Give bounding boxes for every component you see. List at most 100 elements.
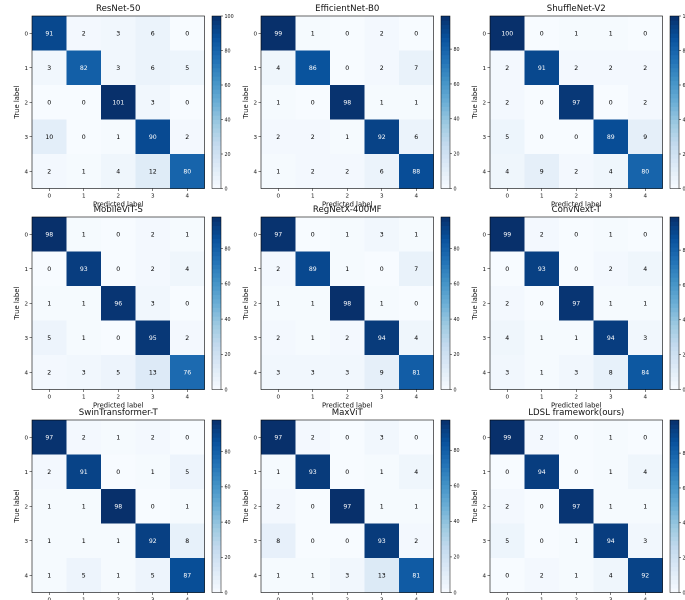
cell-value-label: 3 bbox=[276, 370, 280, 377]
cell-value-label: 93 bbox=[378, 538, 386, 545]
matrix-cell bbox=[261, 489, 296, 524]
cell-value-label: 92 bbox=[378, 134, 386, 141]
cell-value-label: 1 bbox=[185, 504, 189, 511]
colorbar-segment bbox=[441, 247, 450, 252]
x-tick-label: 2 bbox=[116, 395, 120, 401]
cell-value-label: 2 bbox=[47, 370, 51, 377]
matrix-cell bbox=[261, 454, 296, 490]
colorbar-segment bbox=[212, 471, 221, 477]
cell-value-label: 0 bbox=[643, 232, 647, 239]
cell-value-label: 0 bbox=[505, 266, 509, 273]
matrix-cell bbox=[628, 489, 663, 524]
x-tick-label: 1 bbox=[540, 395, 544, 401]
matrix-cell bbox=[330, 489, 365, 524]
matrix-cell bbox=[330, 154, 365, 189]
cell-value-label: 1 bbox=[116, 538, 120, 545]
colorbar-segment bbox=[212, 110, 221, 116]
cell-value-label: 2 bbox=[47, 469, 51, 476]
x-axis-label: Predicted label bbox=[551, 201, 602, 209]
x-tick-label: 4 bbox=[185, 194, 189, 200]
matrix-cell bbox=[101, 489, 136, 524]
colorbar-segment bbox=[212, 221, 221, 227]
matrix-cell bbox=[628, 523, 663, 559]
matrix-cell bbox=[559, 286, 594, 321]
colorbar-segment bbox=[441, 171, 450, 176]
matrix-cell bbox=[490, 523, 525, 559]
colorbar-segment bbox=[441, 536, 450, 542]
colorbar-segment bbox=[670, 311, 679, 317]
colorbar-segment bbox=[670, 566, 679, 572]
matrix-cell bbox=[101, 454, 136, 490]
colorbar-tick-label: 60 bbox=[683, 283, 685, 289]
cell-value-label: 3 bbox=[505, 370, 509, 377]
colorbar-segment bbox=[212, 467, 221, 473]
colorbar-segment bbox=[670, 549, 679, 555]
colorbar-segment bbox=[670, 264, 679, 270]
colorbar-segment bbox=[670, 154, 679, 159]
cell-value-label: 5 bbox=[116, 370, 120, 377]
matrix-cell bbox=[399, 355, 434, 390]
colorbar-tick-label: 60 bbox=[454, 82, 460, 88]
cell-value-label: 2 bbox=[643, 100, 647, 107]
matrix-cell bbox=[364, 217, 400, 252]
colorbar-segment bbox=[670, 519, 679, 524]
colorbar-segment bbox=[212, 506, 221, 511]
colorbar-segment bbox=[441, 89, 450, 95]
cell-value-label: 0 bbox=[609, 100, 613, 107]
cell-value-label: 0 bbox=[47, 100, 51, 107]
colorbar-segment bbox=[670, 106, 679, 112]
colorbar-segment bbox=[670, 493, 679, 499]
cell-value-label: 3 bbox=[311, 370, 315, 377]
cell-value-label: 99 bbox=[503, 232, 511, 239]
colorbar-segment bbox=[441, 316, 450, 321]
colorbar-segment bbox=[212, 562, 221, 568]
x-tick-label: 0 bbox=[505, 598, 509, 600]
cell-value-label: 1 bbox=[116, 435, 120, 442]
x-tick-label: 3 bbox=[609, 598, 613, 600]
colorbar-segment bbox=[441, 54, 450, 60]
matrix-cell bbox=[101, 558, 136, 593]
colorbar-segment bbox=[670, 149, 679, 155]
colorbar-segment bbox=[441, 290, 450, 296]
colorbar-segment bbox=[212, 76, 221, 82]
matrix-cell bbox=[559, 523, 594, 559]
cell-value-label: 0 bbox=[574, 266, 578, 273]
cell-value-label: 1 bbox=[414, 100, 418, 107]
cell-value-label: 2 bbox=[505, 504, 509, 511]
colorbar-segment bbox=[441, 333, 450, 339]
colorbar-segment bbox=[212, 329, 221, 334]
matrix-cell bbox=[170, 50, 205, 86]
cell-value-label: 93 bbox=[538, 266, 546, 273]
colorbar-segment bbox=[212, 106, 221, 112]
colorbar-segment bbox=[212, 97, 221, 103]
colorbar-segment bbox=[212, 234, 221, 239]
matrix-cell bbox=[559, 320, 594, 356]
x-tick-label: 1 bbox=[540, 598, 544, 600]
confusion-matrix-panel: ConvNext-T99 2 0 1 00 93 0 2 42 0 97 1 14 1 1 94 33 1 3 8 84… bbox=[471, 205, 685, 410]
cell-value-label: 5 bbox=[185, 469, 189, 476]
colorbar-segment bbox=[212, 575, 221, 580]
matrix-cell bbox=[559, 217, 594, 252]
colorbar-segment bbox=[441, 179, 450, 185]
colorbar-segment bbox=[670, 28, 679, 34]
cell-value-label: 4 bbox=[505, 169, 509, 176]
x-tick-label: 4 bbox=[414, 194, 418, 200]
matrix-cell bbox=[593, 16, 629, 51]
colorbar-segment bbox=[441, 106, 450, 112]
colorbar-segment bbox=[670, 463, 679, 468]
colorbar-segment bbox=[441, 76, 450, 82]
matrix-cell bbox=[524, 85, 560, 120]
matrix-cell bbox=[628, 454, 663, 490]
colorbar-segment bbox=[670, 115, 679, 120]
cell-value-label: 1 bbox=[276, 573, 280, 580]
y-tick-label: 0 bbox=[253, 31, 257, 37]
colorbar-segment bbox=[212, 268, 221, 274]
matrix-cell bbox=[559, 355, 594, 390]
colorbar-segment bbox=[670, 570, 679, 576]
colorbar-segment bbox=[212, 463, 221, 468]
cell-value-label: 80 bbox=[183, 169, 191, 176]
matrix-cell bbox=[32, 558, 67, 593]
y-tick-label: 2 bbox=[482, 504, 486, 510]
matrix-cell bbox=[490, 355, 525, 390]
colorbar-segment bbox=[670, 553, 679, 559]
